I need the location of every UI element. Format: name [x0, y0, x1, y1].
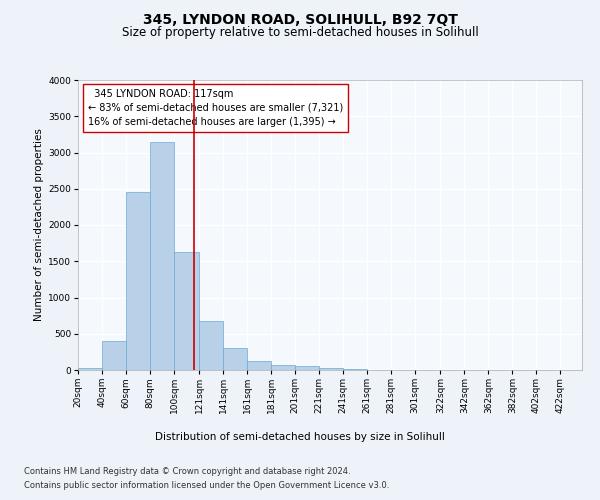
- Bar: [126, 192, 150, 370]
- Text: Contains public sector information licensed under the Open Government Licence v3: Contains public sector information licen…: [24, 481, 389, 490]
- Bar: [199, 320, 223, 370]
- Bar: [271, 366, 295, 370]
- Text: 345, LYNDON ROAD, SOLIHULL, B92 7QT: 345, LYNDON ROAD, SOLIHULL, B92 7QT: [143, 12, 457, 26]
- Text: Size of property relative to semi-detached houses in Solihull: Size of property relative to semi-detach…: [122, 26, 478, 39]
- Y-axis label: Number of semi-detached properties: Number of semi-detached properties: [34, 128, 44, 322]
- Text: Contains HM Land Registry data © Crown copyright and database right 2024.: Contains HM Land Registry data © Crown c…: [24, 468, 350, 476]
- Bar: [223, 348, 247, 370]
- Bar: [247, 360, 271, 370]
- Bar: [319, 368, 343, 370]
- Text: Distribution of semi-detached houses by size in Solihull: Distribution of semi-detached houses by …: [155, 432, 445, 442]
- Text: 345 LYNDON ROAD: 117sqm
← 83% of semi-detached houses are smaller (7,321)
16% of: 345 LYNDON ROAD: 117sqm ← 83% of semi-de…: [88, 88, 343, 126]
- Bar: [150, 142, 174, 370]
- Bar: [295, 366, 319, 370]
- Bar: [78, 368, 102, 370]
- Bar: [174, 252, 199, 370]
- Bar: [102, 341, 126, 370]
